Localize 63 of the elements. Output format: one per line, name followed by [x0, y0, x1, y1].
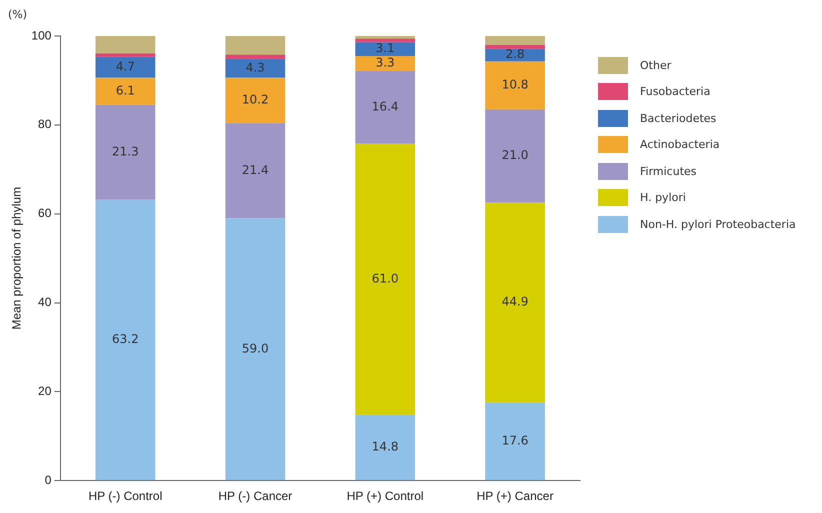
legend-label: Firmicutes: [640, 164, 697, 178]
bar: [355, 144, 416, 415]
bar: [95, 36, 156, 54]
y-tick-label: 0: [44, 472, 52, 487]
bar: [95, 78, 156, 105]
x-tick-label: HP (+) Control: [346, 489, 424, 504]
data-label: 17.6: [502, 433, 528, 448]
data-label: 21.4: [242, 162, 269, 177]
data-label: 10.8: [502, 77, 528, 92]
data-label: 3.1: [376, 41, 395, 56]
y-tick-label: 100: [31, 28, 52, 42]
data-label: 59.0: [242, 341, 269, 356]
legend-label: Bacteriodetes: [640, 112, 716, 125]
x-tick-label: HP (+) Cancer: [476, 489, 554, 504]
data-label: 21.0: [502, 148, 528, 162]
bar: [355, 42, 416, 56]
bar: [95, 104, 156, 200]
bar: [355, 38, 416, 42]
bar: [355, 36, 416, 39]
bar: [225, 54, 286, 59]
data-label: 16.4: [372, 99, 399, 114]
data-label: 44.9: [502, 294, 528, 309]
text: (%): [8, 8, 28, 21]
bar: [225, 36, 286, 55]
bar: [95, 200, 156, 480]
legend-label: Other: [640, 58, 672, 72]
x-tick-label: HP (-) Cancer: [218, 489, 292, 504]
bar: [225, 58, 286, 78]
y-tick-label: 40: [38, 295, 52, 310]
data-label: 61.0: [372, 271, 399, 286]
bar: [485, 61, 545, 110]
x-tick-label: HP (-) Control: [88, 489, 162, 504]
bar: [355, 414, 416, 480]
y-tick-label: 80: [38, 117, 52, 132]
data-label: 14.8: [372, 440, 399, 454]
bar: [485, 402, 545, 480]
bar: [485, 44, 545, 49]
data-label: 10.2: [242, 92, 269, 107]
legend-label: Non-H. pylori Proteobacteria: [640, 218, 796, 231]
y-tick-label: 60: [38, 206, 52, 220]
bar: [485, 109, 545, 203]
bar: [225, 123, 286, 218]
data-label: 6.1: [116, 83, 135, 98]
data-label: 63.2: [112, 332, 139, 346]
bar: [355, 70, 416, 144]
bar: [95, 56, 156, 78]
data-label: 4.3: [246, 60, 265, 74]
data-label: 3.3: [376, 55, 395, 70]
data-label: 2.8: [506, 47, 525, 62]
bar: [485, 36, 545, 45]
bar: [225, 78, 286, 124]
y-tick-label: 20: [38, 384, 52, 398]
bar: [485, 48, 545, 62]
bar: [355, 56, 416, 71]
bar: [485, 202, 545, 402]
bar: [95, 53, 156, 57]
legend-label: H. pylori: [640, 191, 686, 204]
y-axis-title: Mean proportion of phylum: [10, 186, 24, 330]
legend-label: Fusobacteria: [640, 85, 710, 98]
data-label: 21.3: [112, 144, 139, 158]
data-label: 4.7: [116, 59, 135, 74]
bar: [225, 218, 286, 480]
legend-label: Actinobacteria: [640, 138, 720, 152]
